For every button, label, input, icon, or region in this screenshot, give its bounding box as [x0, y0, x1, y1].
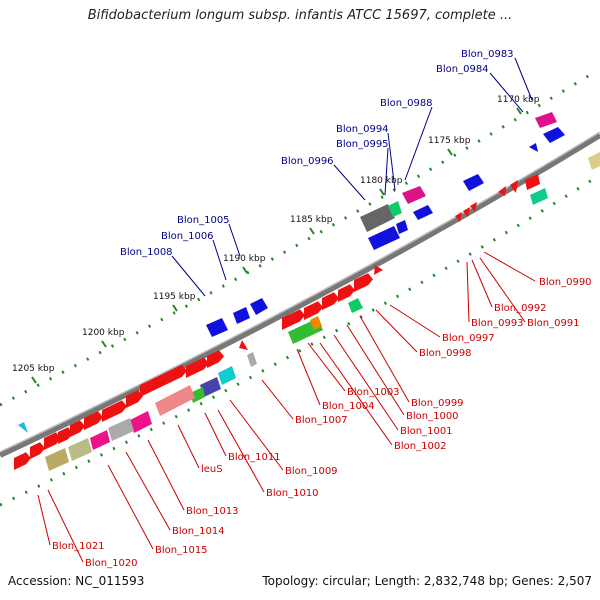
gene-label-lower[interactable]: leuS [201, 464, 223, 475]
gene-label-lower[interactable]: Blon_1015 [155, 545, 208, 556]
gene-label-lower[interactable]: Blon_1004 [322, 401, 375, 412]
gene-label-lower[interactable]: Blon_1020 [85, 558, 138, 569]
scale-tick-mark [242, 266, 248, 274]
gene-label-lower[interactable]: Blon_1003 [347, 387, 400, 398]
gene-blon-0996b[interactable] [388, 201, 402, 217]
gene-blon-0984[interactable] [543, 127, 565, 143]
reverse-gene[interactable] [30, 442, 45, 459]
reverse-gene[interactable] [58, 427, 73, 444]
gene-blon-1006[interactable] [250, 298, 268, 315]
gene-blon-0996[interactable] [360, 204, 395, 232]
gene-label-upper[interactable]: Blon_0995 [336, 139, 389, 150]
gene-label-upper[interactable]: Blon_1008 [120, 247, 173, 258]
gene-label-lower[interactable]: Blon_0990 [539, 277, 592, 288]
reverse-gene[interactable] [304, 301, 323, 320]
gene-label-upper[interactable]: Blon_0996 [281, 156, 334, 167]
scale-tick-mark [379, 188, 385, 196]
reverse-gene[interactable] [186, 357, 209, 378]
scale-tick-label: 1200 kbp [82, 328, 125, 338]
forward-genes [18, 112, 565, 433]
scale-tick-mark [516, 107, 522, 115]
scale-tick-label: 1190 kbp [223, 254, 266, 264]
gene-label-upper[interactable]: Blon_0988 [380, 98, 433, 109]
gene-label-lower[interactable]: Blon_1007 [295, 415, 348, 426]
scale-tick-mark [447, 148, 453, 156]
upper-tick-row [0, 73, 591, 407]
gene-label-lower[interactable]: Blon_1013 [186, 506, 239, 517]
scale-tick-label: 1175 kbp [428, 136, 471, 146]
gene-cyan[interactable] [18, 422, 28, 433]
gene-label-lower[interactable]: Blon_1000 [406, 411, 459, 422]
gene-label-upper[interactable]: Blon_1005 [177, 215, 230, 226]
gene-label-lower[interactable]: Blon_0993 [471, 318, 524, 329]
gene-label-lower[interactable]: Blon_1002 [394, 441, 447, 452]
gene-blon-1006b[interactable] [233, 307, 250, 324]
scale-tick-mark [101, 340, 107, 348]
gene-label-lower[interactable]: Blon_1009 [285, 466, 338, 477]
scale-tick-label: 1170 kbp [497, 95, 540, 105]
reverse-gene[interactable] [282, 309, 305, 330]
gene-label-upper[interactable]: Blon_0994 [336, 124, 389, 135]
topology-text: Topology: circular; Length: 2,832,748 bp… [262, 574, 592, 588]
gene-blon-1008[interactable] [206, 318, 228, 337]
gene-blon-1005b[interactable] [396, 220, 408, 234]
reverse-gene[interactable] [14, 452, 31, 470]
reverse-gene[interactable] [44, 432, 61, 450]
gene-label-lower[interactable]: Blon_0998 [419, 348, 472, 359]
scale-tick-label: 1205 kbp [12, 364, 55, 374]
gene-label-lower[interactable]: Blon_0991 [527, 318, 580, 329]
gene-label-lower[interactable]: Blon_0997 [442, 333, 495, 344]
gene-label-upper[interactable]: Blon_0983 [461, 49, 514, 60]
lower-track-genes [45, 152, 600, 471]
gene-label-lower[interactable]: Blon_1014 [172, 526, 225, 537]
reverse-gene[interactable] [338, 284, 355, 302]
gene-label-upper[interactable]: Blon_1006 [161, 231, 214, 242]
reverse-gene[interactable] [102, 400, 127, 422]
reverse-gene[interactable] [70, 420, 85, 437]
gene-label-lower[interactable]: Blon_1010 [266, 488, 319, 499]
gene-blon-0983[interactable] [535, 112, 557, 128]
scale-tick-label: 1180 kbp [360, 176, 403, 186]
gene-blon-0994[interactable] [402, 186, 426, 204]
reverse-gene[interactable] [140, 364, 187, 397]
reverse-gene[interactable] [207, 350, 224, 368]
gene-label-lower[interactable]: Blon_0999 [411, 398, 464, 409]
gene-label-upper[interactable]: Blon_0984 [436, 64, 489, 75]
reverse-gene[interactable] [126, 390, 143, 408]
reverse-genes [14, 273, 373, 470]
gene-blon-0995[interactable] [413, 205, 433, 220]
scale-tick-label: 1185 kbp [290, 215, 333, 225]
scale-tick-mark [31, 376, 37, 384]
map-title: Bifidobacterium longum subsp. infantis A… [87, 8, 513, 23]
scale-tick-mark [309, 227, 315, 235]
scale-tick-mark [172, 304, 178, 312]
gene-label-lower[interactable]: Blon_1021 [52, 541, 105, 552]
reverse-gene[interactable] [322, 292, 339, 310]
genome-backbone [0, 132, 600, 458]
gene-label-lower[interactable]: Blon_1001 [400, 426, 453, 437]
label-leaders [37, 57, 536, 563]
gene-labels: Blon_0983 Blon_0984 Blon_0988 Blon_0994 Blon… [52, 49, 592, 569]
gene-label-lower[interactable]: Blon_1011 [228, 452, 281, 463]
scale-tick-label: 1195 kbp [153, 292, 196, 302]
gene-blon-0988[interactable] [529, 143, 538, 152]
accession-text: Accession: NC_011593 [8, 574, 145, 588]
gene-blon-0988b[interactable] [463, 174, 484, 191]
gene-blon-1005[interactable] [368, 226, 400, 250]
reverse-gene[interactable] [354, 273, 373, 292]
gene-label-lower[interactable]: Blon_0992 [494, 303, 547, 314]
reverse-gene[interactable] [84, 411, 103, 430]
